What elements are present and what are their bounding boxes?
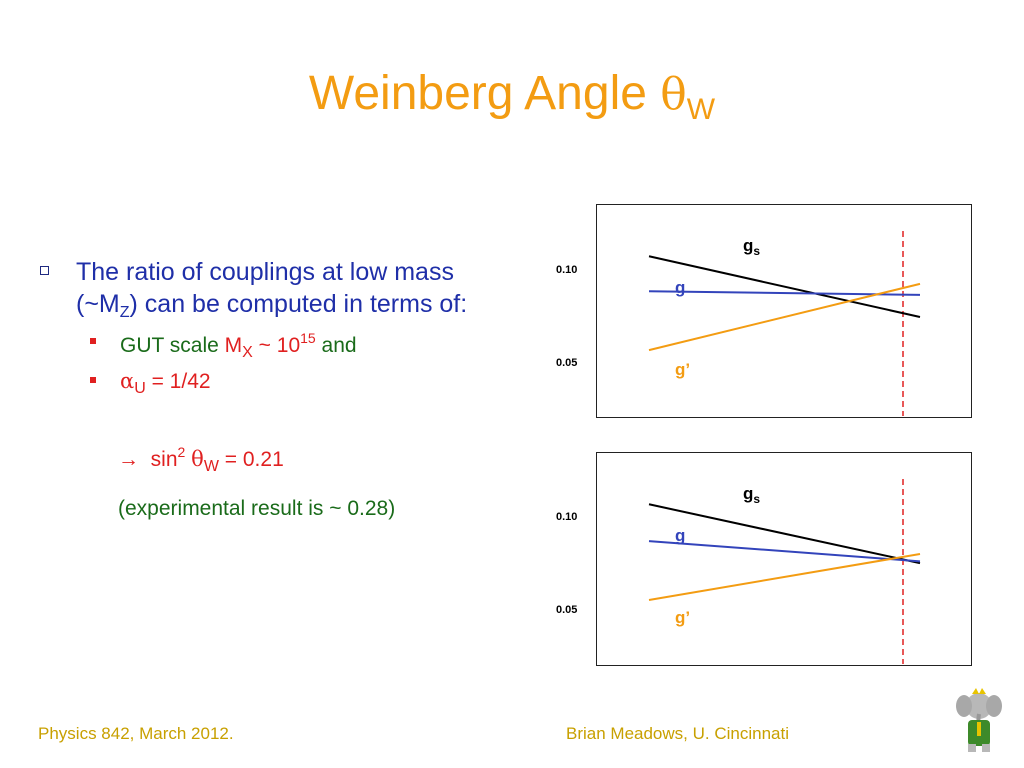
- gut-m: M: [224, 334, 243, 357]
- ytick-label: 0.05: [556, 604, 578, 616]
- title-subscript: W: [686, 93, 716, 126]
- bullet-line1: The ratio of couplings at low mass: [76, 258, 454, 286]
- chart-svg: gs g g’: [648, 231, 921, 416]
- gut-pre: GUT scale: [120, 334, 225, 357]
- sub-bullet-alpha: αU = 1/42: [90, 369, 211, 398]
- slide-title: Weinberg Angle θW: [0, 66, 1024, 127]
- ytick-label: 0.05: [556, 357, 578, 369]
- chart-svg: gs g g’: [648, 479, 921, 664]
- experimental-note: (experimental result is ~ 0.28): [118, 497, 396, 520]
- gut-post: and: [315, 334, 357, 357]
- bullet-line2-sub: Z: [119, 304, 130, 321]
- theta-symbol: θ: [660, 69, 687, 120]
- hollow-square-bullet-icon: [40, 266, 49, 275]
- series-label-0: gs: [743, 484, 760, 506]
- series-line-0: [648, 503, 921, 565]
- title-text: Weinberg Angle: [308, 67, 661, 120]
- coupling-chart-top: gs g g’: [596, 204, 972, 418]
- gut-m-sub: X: [242, 344, 253, 361]
- series-line-2: [648, 552, 921, 601]
- bullet-line2-pre: (~M: [76, 290, 120, 318]
- sin-text: sin: [150, 448, 178, 471]
- bullet-line2-post: ) can be computed in terms of:: [129, 290, 468, 318]
- theta-sub: W: [203, 458, 219, 475]
- series-line-1: [648, 540, 921, 563]
- red-square-bullet-icon: [90, 377, 96, 383]
- gut-mid: ~ 10: [252, 334, 301, 357]
- footer-course: Physics 842, March 2012.: [38, 724, 234, 743]
- theta-symbol: θ: [191, 447, 204, 471]
- gut-sup: 15: [300, 330, 316, 346]
- sin-sup: 2: [177, 444, 186, 460]
- series-label-0: gs: [743, 236, 760, 258]
- babar-elephant-logo: [956, 688, 1002, 752]
- result-value: = 0.21: [218, 448, 284, 471]
- series-line-2: [648, 282, 921, 352]
- series-label-2: g’: [675, 360, 690, 379]
- series-label-1: g: [675, 278, 685, 297]
- alpha-post: = 1/42: [145, 370, 211, 393]
- series-label-1: g: [675, 526, 685, 545]
- red-square-bullet-icon: [90, 338, 96, 344]
- coupling-chart-bottom: gs g g’: [596, 452, 972, 666]
- series-line-0: [648, 255, 921, 318]
- ytick-label: 0.10: [556, 264, 578, 276]
- alpha-sub: U: [134, 380, 146, 397]
- footer-author: Brian Meadows, U. Cincinnati: [566, 724, 789, 743]
- main-bullet-text: The ratio of couplings at low mass (~MZ)…: [76, 256, 540, 329]
- alpha-symbol: α: [120, 369, 135, 393]
- arrow-icon: →: [118, 448, 139, 471]
- main-bullet: The ratio of couplings at low mass (~MZ)…: [40, 256, 540, 329]
- result-line: → sin2 θW = 0.21: [118, 444, 284, 476]
- ytick-label: 0.10: [556, 511, 578, 523]
- series-label-2: g’: [675, 608, 690, 627]
- sub-bullet-gut: GUT scale MX ~ 1015 and: [90, 330, 357, 362]
